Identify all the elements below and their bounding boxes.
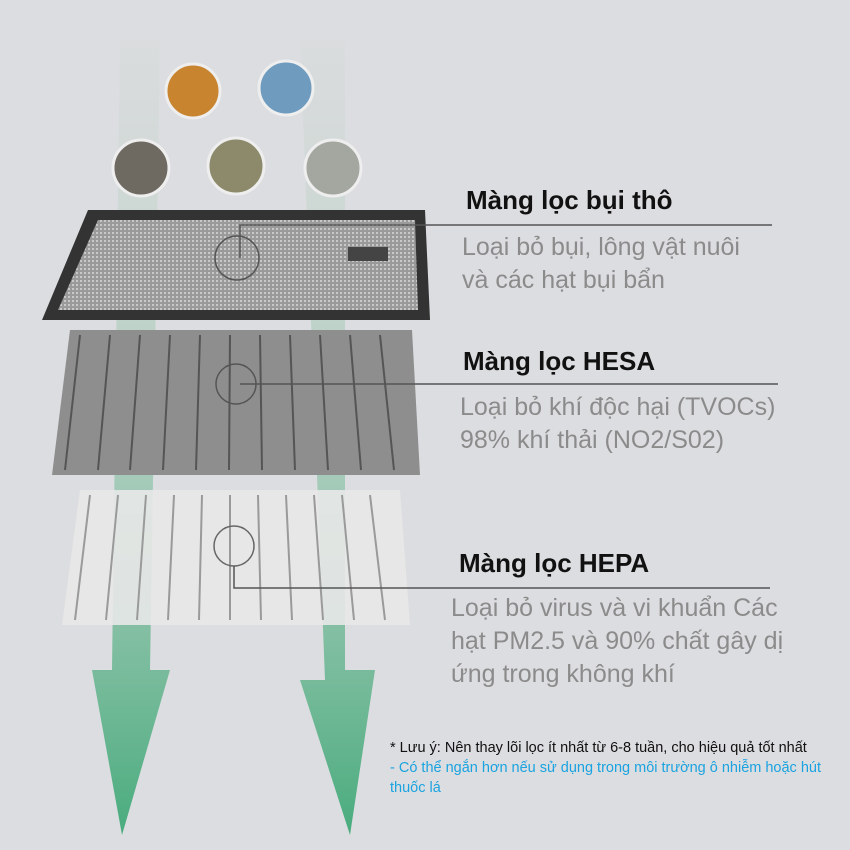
hesa-filter <box>52 330 420 475</box>
pollutant-icons <box>111 59 363 198</box>
hepa-filter-desc: Loại bỏ virus và vi khuẩn Các hạt PM2.5 … <box>451 592 783 691</box>
hepa-filter-title: Màng lọc HEPA <box>459 548 650 578</box>
coarse-filter-title: Màng lọc bụi thô <box>466 185 673 215</box>
desc-line: Loại bỏ virus và vi khuẩn Các <box>451 594 778 622</box>
coarse-filter-desc: Loại bỏ bụi, lông vật nuôi và các hạt bụ… <box>462 231 740 297</box>
note-main: * Lưu ý: Nên thay lõi lọc ít nhất từ 6-8… <box>390 740 807 756</box>
desc-line: Loại bỏ khí độc hại (TVOCs) <box>460 393 776 421</box>
leader-lines <box>233 224 778 589</box>
note-sub: - Có thể ngắn hơn nếu sử dụng trong môi … <box>390 760 821 796</box>
desc-line: ứng trong không khí <box>451 660 675 688</box>
hesa-filter-title: Màng lọc HESA <box>463 346 656 376</box>
desc-line: Loại bỏ bụi, lông vật nuôi <box>462 233 740 261</box>
desc-line: hạt PM2.5 và 90% chất gây dị <box>451 627 784 655</box>
hesa-filter-desc: Loại bỏ khí độc hại (TVOCs) 98% khí thải… <box>460 391 775 457</box>
desc-line: 98% khí thải (NO2/S02) <box>460 426 725 454</box>
coarse-filter <box>42 210 430 320</box>
replacement-note: * Lưu ý: Nên thay lõi lọc ít nhất từ 6-8… <box>390 738 830 798</box>
desc-line: và các hạt bụi bẩn <box>462 266 665 294</box>
hepa-filter <box>62 490 410 625</box>
